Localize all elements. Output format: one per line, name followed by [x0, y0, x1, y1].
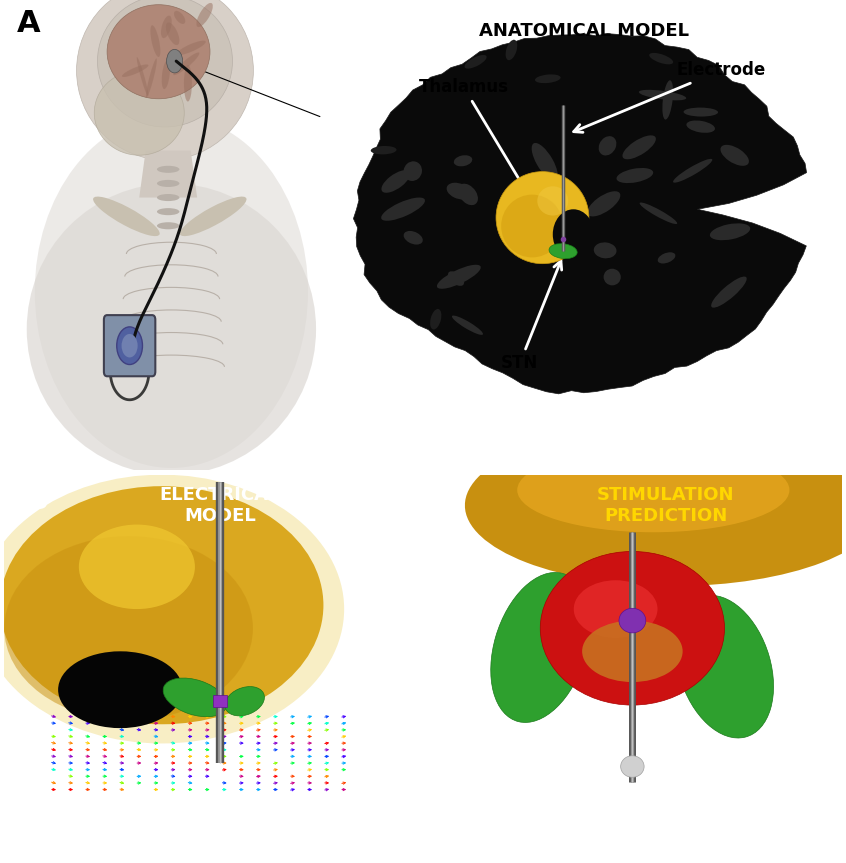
Ellipse shape	[382, 198, 425, 221]
Ellipse shape	[27, 184, 316, 475]
Ellipse shape	[563, 223, 582, 240]
Ellipse shape	[506, 40, 517, 60]
Text: ANATOMICAL MODEL: ANATOMICAL MODEL	[479, 22, 689, 40]
Ellipse shape	[603, 268, 621, 286]
Ellipse shape	[447, 183, 471, 199]
Ellipse shape	[122, 65, 148, 77]
Text: Thalamus: Thalamus	[419, 78, 529, 196]
Ellipse shape	[94, 71, 184, 155]
Ellipse shape	[464, 55, 486, 69]
Circle shape	[167, 49, 183, 72]
Ellipse shape	[599, 136, 617, 155]
Ellipse shape	[0, 475, 344, 744]
Ellipse shape	[404, 231, 423, 244]
Bar	[212, 696, 227, 707]
Text: Electrode: Electrode	[574, 61, 766, 132]
Ellipse shape	[535, 74, 561, 83]
Ellipse shape	[640, 203, 677, 224]
Ellipse shape	[93, 197, 160, 236]
Ellipse shape	[711, 276, 747, 308]
Circle shape	[122, 334, 138, 357]
Ellipse shape	[587, 192, 620, 217]
Ellipse shape	[594, 243, 617, 258]
Ellipse shape	[453, 155, 472, 167]
Ellipse shape	[137, 57, 148, 96]
Circle shape	[621, 756, 644, 778]
Ellipse shape	[531, 143, 558, 181]
Ellipse shape	[501, 195, 563, 257]
Ellipse shape	[177, 41, 206, 55]
Ellipse shape	[97, 0, 233, 127]
Ellipse shape	[157, 194, 179, 201]
Polygon shape	[140, 150, 197, 198]
Text: C: C	[444, 486, 466, 515]
Ellipse shape	[382, 170, 410, 192]
Text: STN: STN	[501, 261, 562, 372]
Ellipse shape	[225, 687, 265, 716]
Polygon shape	[354, 34, 806, 394]
Ellipse shape	[196, 3, 213, 27]
Ellipse shape	[0, 486, 323, 724]
Ellipse shape	[58, 652, 183, 728]
Circle shape	[117, 327, 142, 364]
Ellipse shape	[163, 678, 227, 717]
Ellipse shape	[623, 135, 656, 160]
Ellipse shape	[639, 90, 686, 100]
Ellipse shape	[549, 243, 577, 259]
Text: A: A	[17, 9, 41, 39]
Ellipse shape	[146, 59, 157, 98]
Ellipse shape	[157, 166, 179, 173]
Ellipse shape	[437, 265, 481, 289]
Ellipse shape	[552, 210, 594, 260]
Ellipse shape	[448, 271, 464, 286]
Ellipse shape	[166, 22, 179, 45]
Ellipse shape	[458, 184, 478, 205]
Ellipse shape	[184, 65, 192, 102]
Ellipse shape	[657, 252, 675, 263]
Ellipse shape	[157, 180, 179, 187]
Ellipse shape	[617, 168, 653, 183]
Text: B: B	[25, 486, 48, 515]
Ellipse shape	[574, 580, 657, 638]
Ellipse shape	[107, 4, 210, 98]
Ellipse shape	[541, 551, 724, 705]
Ellipse shape	[35, 116, 308, 468]
Ellipse shape	[684, 108, 718, 117]
Ellipse shape	[4, 536, 253, 721]
Ellipse shape	[452, 316, 483, 335]
Ellipse shape	[79, 525, 195, 609]
Text: STIMULATION
PREDICTION: STIMULATION PREDICTION	[597, 486, 734, 525]
Ellipse shape	[710, 224, 750, 240]
Ellipse shape	[180, 197, 246, 236]
FancyBboxPatch shape	[104, 315, 156, 376]
Text: Diffusion Tensor Based
Tissue Conductivity: Diffusion Tensor Based Tissue Conductivi…	[104, 809, 319, 847]
Circle shape	[619, 608, 645, 633]
Ellipse shape	[686, 121, 715, 133]
Text: Volume of Tissue
Activated: Volume of Tissue Activated	[552, 809, 712, 847]
Ellipse shape	[430, 309, 442, 330]
Ellipse shape	[721, 145, 749, 166]
Ellipse shape	[673, 159, 712, 183]
Ellipse shape	[662, 80, 673, 120]
Ellipse shape	[464, 425, 846, 586]
Ellipse shape	[371, 146, 397, 154]
Ellipse shape	[491, 572, 590, 722]
Ellipse shape	[157, 223, 179, 230]
Ellipse shape	[76, 0, 253, 160]
Ellipse shape	[161, 16, 172, 38]
Ellipse shape	[151, 25, 161, 57]
Ellipse shape	[649, 53, 673, 65]
Ellipse shape	[517, 448, 789, 532]
Ellipse shape	[537, 186, 569, 216]
Ellipse shape	[174, 11, 185, 24]
Ellipse shape	[582, 620, 683, 682]
Ellipse shape	[496, 172, 589, 264]
Ellipse shape	[404, 161, 422, 181]
Ellipse shape	[162, 60, 170, 89]
Ellipse shape	[675, 595, 773, 738]
Ellipse shape	[157, 208, 179, 215]
Text: ELECTRICAL
MODEL: ELECTRICAL MODEL	[160, 486, 280, 525]
Ellipse shape	[173, 53, 200, 75]
